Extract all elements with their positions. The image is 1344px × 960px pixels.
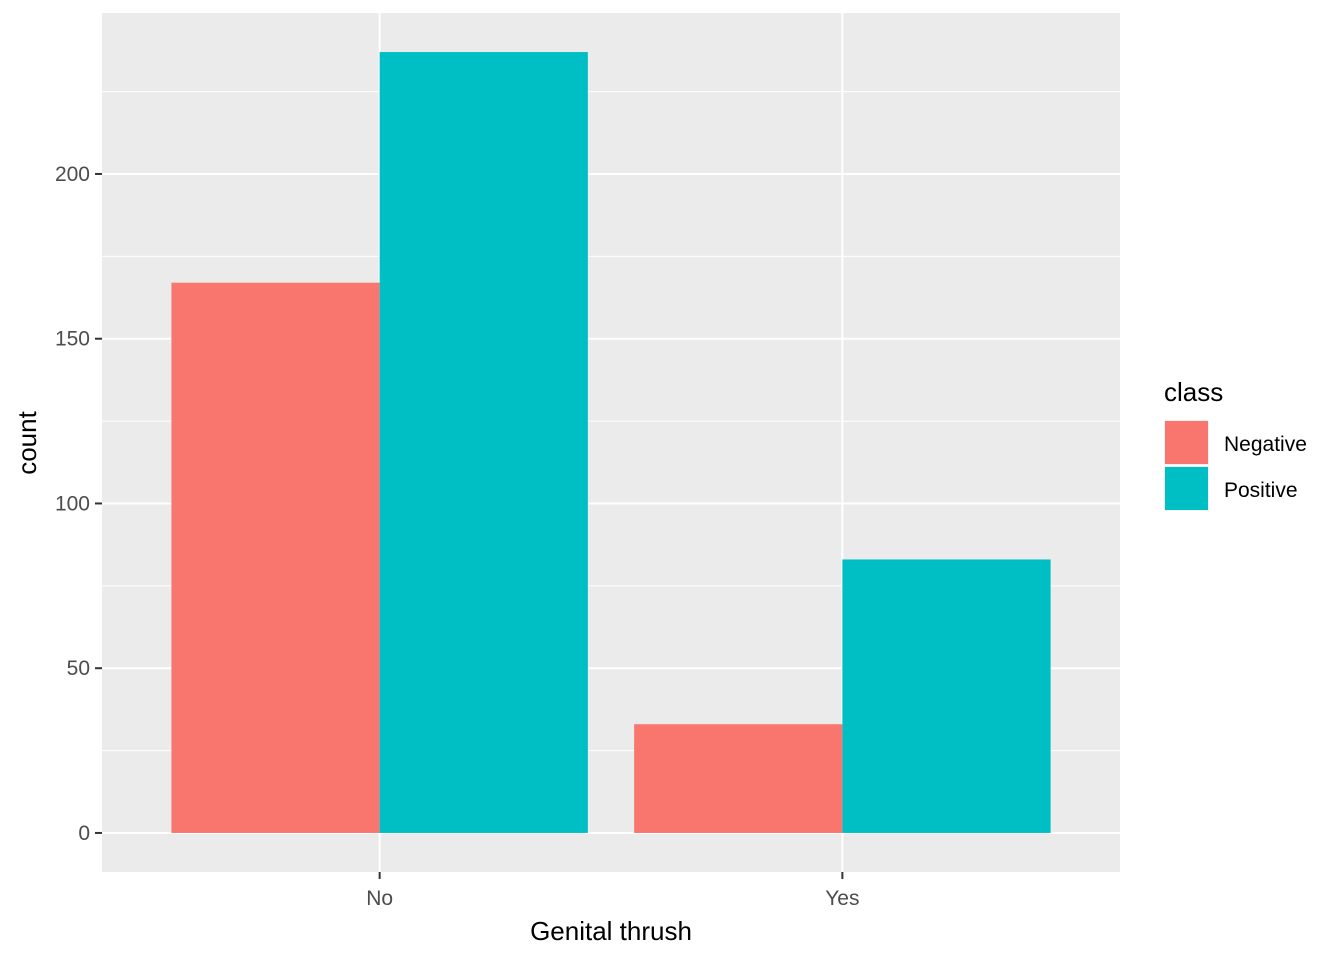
y-tick-label: 150 [55,328,90,351]
y-tick-label: 0 [78,822,90,845]
y-tick-label: 50 [67,657,90,680]
bar-positive-no [379,52,588,833]
y-tick-label: 200 [55,163,90,186]
x-axis-title: Genital thrush [530,916,692,946]
legend-title: class [1164,377,1223,407]
legend-items: Negative Positive [1164,420,1307,511]
y-axis-title: count [12,410,42,474]
bar-positive-yes [842,559,1051,833]
legend-swatch-negative [1165,421,1208,464]
legend-swatch-positive [1165,467,1208,510]
legend: class Negative Positive [1164,377,1307,511]
bar-negative-no [171,282,380,833]
y-tick-label: 100 [55,492,90,515]
y-axis: 0 50 100 150 200 [55,163,102,845]
x-tick-label: No [366,887,393,910]
x-axis: No Yes [366,872,859,910]
bar-negative-yes [634,724,843,833]
legend-label-positive: Positive [1224,479,1298,502]
legend-label-negative: Negative [1224,433,1307,456]
x-tick-label: Yes [825,887,859,910]
bars [171,52,1051,833]
